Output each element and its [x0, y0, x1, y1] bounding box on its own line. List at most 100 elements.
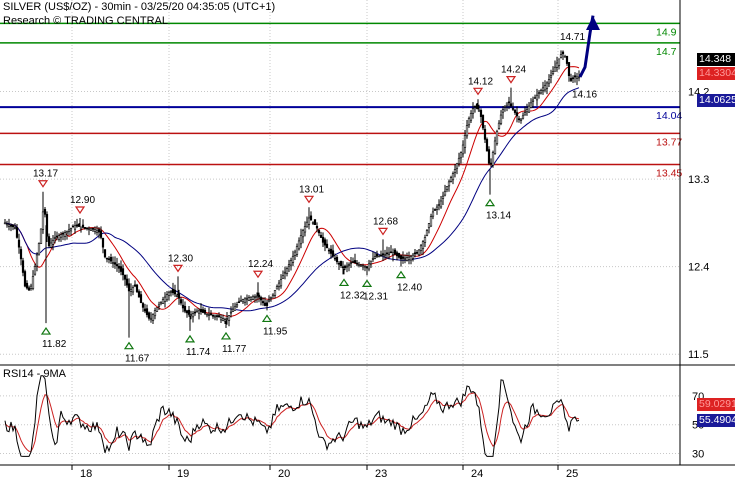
candle-body — [227, 314, 231, 321]
candle-body — [493, 140, 497, 155]
candle-body — [59, 234, 63, 238]
candle-body — [567, 62, 571, 77]
pivot-high-marker-icon — [172, 264, 184, 273]
candle-body — [383, 254, 387, 257]
candle-body — [53, 237, 57, 239]
candle-body — [441, 195, 445, 199]
candle-body — [95, 230, 99, 233]
candle-body — [535, 94, 539, 101]
candle-body — [553, 66, 557, 72]
candle-body — [355, 262, 359, 265]
pivot-low-marker-icon — [484, 198, 496, 207]
candle-body — [185, 310, 189, 314]
candle-body — [521, 115, 525, 119]
candle-body — [465, 125, 469, 137]
chart-title: SILVER (US$/OZ) - 30min - 03/25/20 04:35… — [3, 1, 276, 13]
arrow-head-icon — [586, 16, 600, 30]
chart-source: Research © TRADING CENTRAL — [3, 15, 168, 27]
pivot-low-label: 11.95 — [263, 326, 288, 337]
candle-body — [287, 264, 291, 267]
candle-body — [561, 51, 565, 55]
candle-body — [499, 114, 503, 124]
candle-body — [117, 266, 121, 269]
annotation-low-label: 14.16 — [572, 89, 597, 100]
candle-body — [109, 257, 113, 262]
candle-body — [29, 285, 33, 289]
candle-body — [419, 245, 423, 251]
rsi-value-tag: 55.4904 — [697, 414, 735, 427]
pivot-low-marker-icon — [123, 341, 135, 350]
candle-body — [409, 256, 413, 261]
candle-body — [33, 266, 37, 275]
candle-body — [133, 284, 137, 287]
candle-body — [7, 224, 11, 227]
candle-body — [491, 152, 495, 166]
candle-body — [559, 54, 563, 58]
candle-body — [181, 304, 185, 309]
candle-body — [341, 266, 345, 269]
candle-body — [537, 92, 541, 95]
candle-body — [139, 294, 143, 304]
candle-body — [429, 216, 433, 227]
candle-body — [397, 253, 401, 258]
candle-body — [183, 306, 187, 312]
candle-body — [347, 264, 351, 266]
pivot-high-marker-icon — [74, 206, 86, 215]
blue-ma-tag: 14.0625 — [697, 94, 735, 107]
candle-body — [263, 302, 267, 306]
candle-body — [295, 246, 299, 255]
candle-body — [79, 226, 83, 230]
candle-body — [143, 308, 147, 312]
candle-body — [119, 266, 123, 272]
candle-body — [445, 186, 449, 191]
candle-body — [125, 278, 129, 286]
candle-body — [73, 225, 77, 230]
candle-body — [277, 282, 281, 288]
candle-body — [93, 229, 97, 232]
pivot-high-marker-icon — [303, 195, 315, 204]
rsi-ma-line — [4, 392, 580, 453]
candle-body — [481, 114, 485, 129]
candle-body — [269, 296, 273, 299]
pivot-high-label: 14.12 — [468, 76, 493, 87]
rsi-panel — [4, 375, 580, 457]
rsi-line — [4, 375, 580, 457]
candle-body — [167, 291, 171, 296]
candle-body — [285, 268, 289, 275]
candlesticks — [3, 50, 581, 338]
candle-body — [325, 243, 329, 249]
level-label: 14.9 — [656, 26, 677, 38]
candle-body — [497, 122, 501, 129]
pivot-high-label: 12.68 — [373, 216, 398, 227]
candle-body — [471, 108, 475, 114]
candle-body — [207, 314, 211, 316]
candle-body — [351, 261, 355, 263]
rsi-label: RSI14 - 9MA — [3, 368, 66, 380]
candle-body — [179, 299, 183, 304]
candle-body — [387, 252, 391, 255]
candle-body — [565, 55, 569, 64]
annotation-high-label: 14.71 — [560, 32, 585, 43]
candle-body — [479, 110, 483, 117]
candle-body — [543, 85, 547, 91]
candle-body — [557, 58, 561, 66]
candle-body — [399, 255, 403, 260]
horizontal-levels: 14.9 14.7 14.04 13.77 13.45 — [0, 22, 682, 179]
candle-body — [337, 262, 341, 265]
candle-body — [99, 230, 103, 238]
candle-body — [11, 224, 15, 228]
candle-body — [5, 223, 9, 226]
pivot-high-marker-icon — [377, 227, 389, 236]
candle-body — [201, 309, 205, 313]
candle-body — [459, 152, 463, 159]
candle-body — [359, 264, 363, 267]
candle-body — [315, 225, 319, 229]
candle-body — [545, 82, 549, 89]
candle-body — [271, 293, 275, 297]
candle-body — [115, 264, 119, 267]
candle-body — [257, 294, 261, 298]
candle-body — [297, 240, 301, 250]
candle-body — [17, 239, 21, 248]
candle-body — [301, 230, 305, 238]
